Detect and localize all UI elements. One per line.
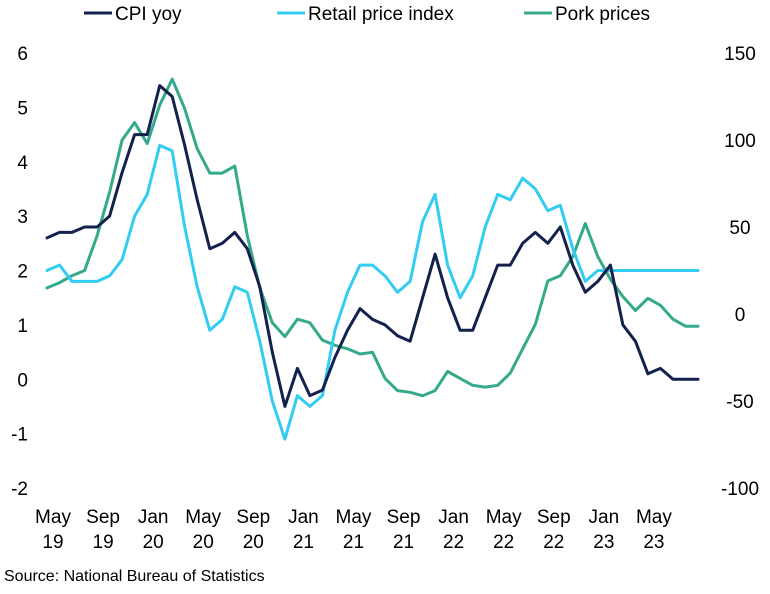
x-tick-label-year: 19 xyxy=(93,532,114,553)
y-left-tick-label: 0 xyxy=(17,370,28,391)
x-tick-label-month: Sep xyxy=(236,507,270,528)
y-left-tick-label: 6 xyxy=(17,44,28,65)
y-right-tick-label: 150 xyxy=(724,44,756,65)
x-tick-label-year: 22 xyxy=(443,532,464,553)
y-left-tick-label: 3 xyxy=(17,207,28,228)
y-left-tick-label: 4 xyxy=(17,153,28,174)
x-tick-label-month: Sep xyxy=(387,507,421,528)
y-left-tick-label: -2 xyxy=(11,479,28,500)
x-tick-label-month: Jan xyxy=(288,507,319,528)
y-right-tick-label: -100 xyxy=(721,479,759,500)
x-tick-label-month: Jan xyxy=(589,507,620,528)
x-tick-label-year: 23 xyxy=(593,532,614,553)
y-right-tick-label: -50 xyxy=(726,392,753,413)
x-tick-label-month: May xyxy=(35,507,71,528)
x-tick-label-month: Jan xyxy=(138,507,169,528)
y-right-tick-label: 50 xyxy=(729,218,750,239)
x-tick-label-year: 20 xyxy=(143,532,164,553)
x-tick-label-year: 21 xyxy=(393,532,414,553)
x-tick-label-month: Sep xyxy=(537,507,571,528)
x-tick-label-month: May xyxy=(185,507,221,528)
y-axis-right: 150 100 50 0 -50 -100 xyxy=(721,44,759,500)
x-tick-label-year: 20 xyxy=(193,532,214,553)
source-note: Source: National Bureau of Statistics xyxy=(4,568,265,585)
x-tick-label-year: 20 xyxy=(243,532,264,553)
x-tick-label-year: 19 xyxy=(42,532,63,553)
y-left-tick-label: -1 xyxy=(11,425,28,446)
legend-label-pork-prices: Pork prices xyxy=(555,4,650,25)
plot-area xyxy=(45,77,700,441)
x-tick-label-year: 21 xyxy=(343,532,364,553)
x-tick-label-year: 21 xyxy=(293,532,314,553)
legend-label-cpi-yoy: CPI yoy xyxy=(115,4,182,25)
y-left-tick-label: 2 xyxy=(17,262,28,283)
x-tick-label-month: May xyxy=(336,507,372,528)
x-tick-label-year: 22 xyxy=(543,532,564,553)
y-left-tick-label: 1 xyxy=(17,316,28,337)
x-tick-label-month: Sep xyxy=(86,507,120,528)
series-line-cpi-yoy xyxy=(45,84,700,408)
x-tick-label-month: Jan xyxy=(438,507,469,528)
x-tick-label-year: 22 xyxy=(493,532,514,553)
y-right-tick-label: 100 xyxy=(724,131,756,152)
series-line-pork-prices xyxy=(45,77,700,398)
y-right-tick-label: 0 xyxy=(735,305,746,326)
x-tick-label-month: May xyxy=(486,507,522,528)
series-line-retail-price-index xyxy=(45,143,700,441)
legend-label-retail-price-index: Retail price index xyxy=(308,4,454,25)
x-tick-label-year: 23 xyxy=(643,532,664,553)
legend: CPI yoy Retail price index Pork prices xyxy=(84,4,650,25)
y-axis-left: 6 5 4 3 2 1 0 -1 -2 xyxy=(11,44,28,500)
y-left-tick-label: 5 xyxy=(17,98,28,119)
x-axis: May 19 Sep 19 Jan 20 May 20 Sep 20 Jan 21 May 21 Sep 21… xyxy=(35,507,672,553)
x-tick-label-month: May xyxy=(636,507,672,528)
